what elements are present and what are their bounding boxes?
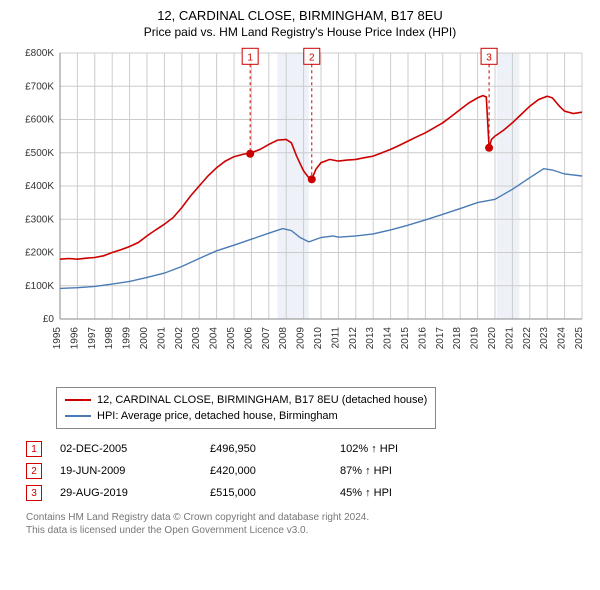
svg-text:£700K: £700K — [25, 81, 54, 92]
svg-text:2018: 2018 — [452, 327, 463, 350]
svg-text:2019: 2019 — [470, 327, 481, 350]
svg-text:2013: 2013 — [365, 327, 376, 350]
transaction-row: 3 29-AUG-2019£515,00045% ↑ HPI — [26, 485, 588, 501]
chart-subtitle: Price paid vs. HM Land Registry's House … — [12, 25, 588, 39]
transaction-row: 2 19-JUN-2009£420,00087% ↑ HPI — [26, 463, 588, 479]
legend-label: 12, CARDINAL CLOSE, BIRMINGHAM, B17 8EU … — [97, 392, 427, 408]
transaction-price: £515,000 — [210, 487, 340, 499]
svg-text:£600K: £600K — [25, 115, 54, 126]
svg-text:£300K: £300K — [25, 214, 54, 225]
line-chart: £0 £100K £200K £300K £400K £500K £600K £700K £80… — [12, 47, 588, 377]
svg-text:3: 3 — [486, 52, 492, 63]
svg-text:£100K: £100K — [25, 281, 54, 292]
svg-text:£0: £0 — [43, 314, 55, 325]
chart-container: 12, CARDINAL CLOSE, BIRMINGHAM, B17 8EU … — [0, 0, 600, 545]
svg-text:2001: 2001 — [156, 327, 167, 350]
transaction-row: 1 02-DEC-2005£496,950102% ↑ HPI — [26, 441, 588, 457]
legend-swatch — [65, 415, 91, 417]
svg-text:2009: 2009 — [296, 327, 307, 350]
svg-text:£500K: £500K — [25, 148, 54, 159]
transaction-pct: 45% ↑ HPI — [340, 487, 440, 499]
transaction-date: 19-JUN-2009 — [60, 465, 210, 477]
legend-label: HPI: Average price, detached house, Birm… — [97, 408, 338, 424]
svg-text:2008: 2008 — [278, 327, 289, 350]
svg-text:2010: 2010 — [313, 327, 324, 350]
svg-text:2007: 2007 — [261, 327, 272, 350]
svg-text:2015: 2015 — [400, 327, 411, 350]
transaction-table: 1 02-DEC-2005£496,950102% ↑ HPI 2 19-JUN-20… — [26, 441, 588, 501]
svg-text:2004: 2004 — [209, 327, 220, 350]
legend: 12, CARDINAL CLOSE, BIRMINGHAM, B17 8EU … — [56, 387, 436, 429]
svg-text:2025: 2025 — [574, 327, 585, 350]
svg-text:1997: 1997 — [87, 327, 98, 350]
transaction-badge: 1 — [26, 441, 42, 457]
svg-text:2005: 2005 — [226, 327, 237, 350]
transaction-date: 29-AUG-2019 — [60, 487, 210, 499]
svg-text:2016: 2016 — [417, 327, 428, 350]
svg-text:1998: 1998 — [104, 327, 115, 350]
legend-item: 12, CARDINAL CLOSE, BIRMINGHAM, B17 8EU … — [65, 392, 427, 408]
svg-text:2003: 2003 — [191, 327, 202, 350]
transaction-price: £496,950 — [210, 443, 340, 455]
svg-text:2000: 2000 — [139, 327, 150, 350]
attribution: Contains HM Land Registry data © Crown c… — [26, 511, 566, 537]
transaction-price: £420,000 — [210, 465, 340, 477]
transaction-badge: 2 — [26, 463, 42, 479]
svg-text:2002: 2002 — [174, 327, 185, 350]
transaction-pct: 87% ↑ HPI — [340, 465, 440, 477]
svg-text:1: 1 — [247, 52, 253, 63]
chart-title: 12, CARDINAL CLOSE, BIRMINGHAM, B17 8EU — [12, 8, 588, 23]
svg-text:2017: 2017 — [435, 327, 446, 350]
svg-text:2022: 2022 — [522, 327, 533, 350]
svg-text:2014: 2014 — [383, 327, 394, 350]
svg-text:2: 2 — [309, 52, 315, 63]
svg-text:1999: 1999 — [122, 327, 133, 350]
transaction-pct: 102% ↑ HPI — [340, 443, 440, 455]
svg-text:2020: 2020 — [487, 327, 498, 350]
svg-text:2012: 2012 — [348, 327, 359, 350]
svg-text:£400K: £400K — [25, 181, 54, 192]
svg-text:1996: 1996 — [69, 327, 80, 350]
svg-text:£200K: £200K — [25, 248, 54, 259]
svg-text:2006: 2006 — [243, 327, 254, 350]
svg-text:2021: 2021 — [504, 327, 515, 350]
legend-swatch — [65, 399, 91, 401]
svg-text:1995: 1995 — [52, 327, 63, 350]
svg-text:2011: 2011 — [330, 327, 341, 349]
svg-text:2023: 2023 — [539, 327, 550, 350]
transaction-badge: 3 — [26, 485, 42, 501]
attribution-line: Contains HM Land Registry data © Crown c… — [26, 511, 566, 524]
legend-item: HPI: Average price, detached house, Birm… — [65, 408, 427, 424]
attribution-line: This data is licensed under the Open Gov… — [26, 524, 566, 537]
svg-text:2024: 2024 — [557, 327, 568, 350]
transaction-date: 02-DEC-2005 — [60, 443, 210, 455]
chart-area: £0 £100K £200K £300K £400K £500K £600K £700K £80… — [12, 47, 588, 377]
svg-text:£800K: £800K — [25, 48, 54, 59]
